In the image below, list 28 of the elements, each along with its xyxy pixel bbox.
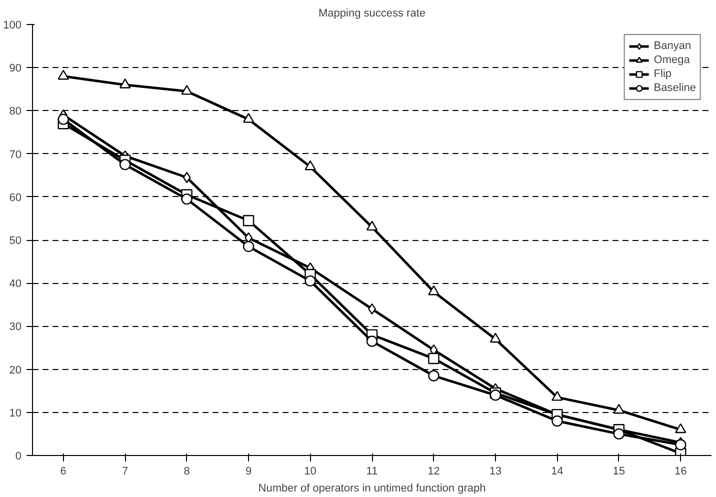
legend-label: Banyan [654,39,692,53]
x-tick-label: 11 [366,466,378,478]
x-tick-label: 10 [304,466,316,478]
legend-label: Baseline [654,81,696,95]
legend-label: Omega [654,53,690,67]
y-tick-label: 10 [9,407,22,420]
x-tick-label: 7 [122,466,128,478]
y-tick-label: 90 [9,62,22,75]
x-tick-label: 9 [245,466,252,478]
x-tick-label: 16 [674,466,687,478]
y-tick-label: 30 [9,321,22,334]
y-tick-label: 70 [9,148,22,161]
y-tick-label: 100 [3,20,22,32]
x-tick-label: 14 [551,466,564,478]
y-tick-label: 80 [9,106,22,118]
x-tick-label: 12 [428,466,440,478]
x-tick-label: 13 [489,466,502,478]
chart-title: Mapping success rate [318,8,426,20]
legend-label: Flip [654,67,673,81]
y-tick-label: 0 [15,450,22,462]
x-tick-label: 6 [60,466,66,478]
x-tick-label: 8 [184,466,190,478]
x-tick-label: 15 [612,466,626,478]
x-axis-title: Number of operators in untimed function graph [258,482,486,494]
y-tick-label: 40 [9,278,22,290]
y-tick-label: 50 [9,235,22,247]
y-tick-label: 20 [9,364,22,376]
y-tick-label: 60 [9,192,22,204]
